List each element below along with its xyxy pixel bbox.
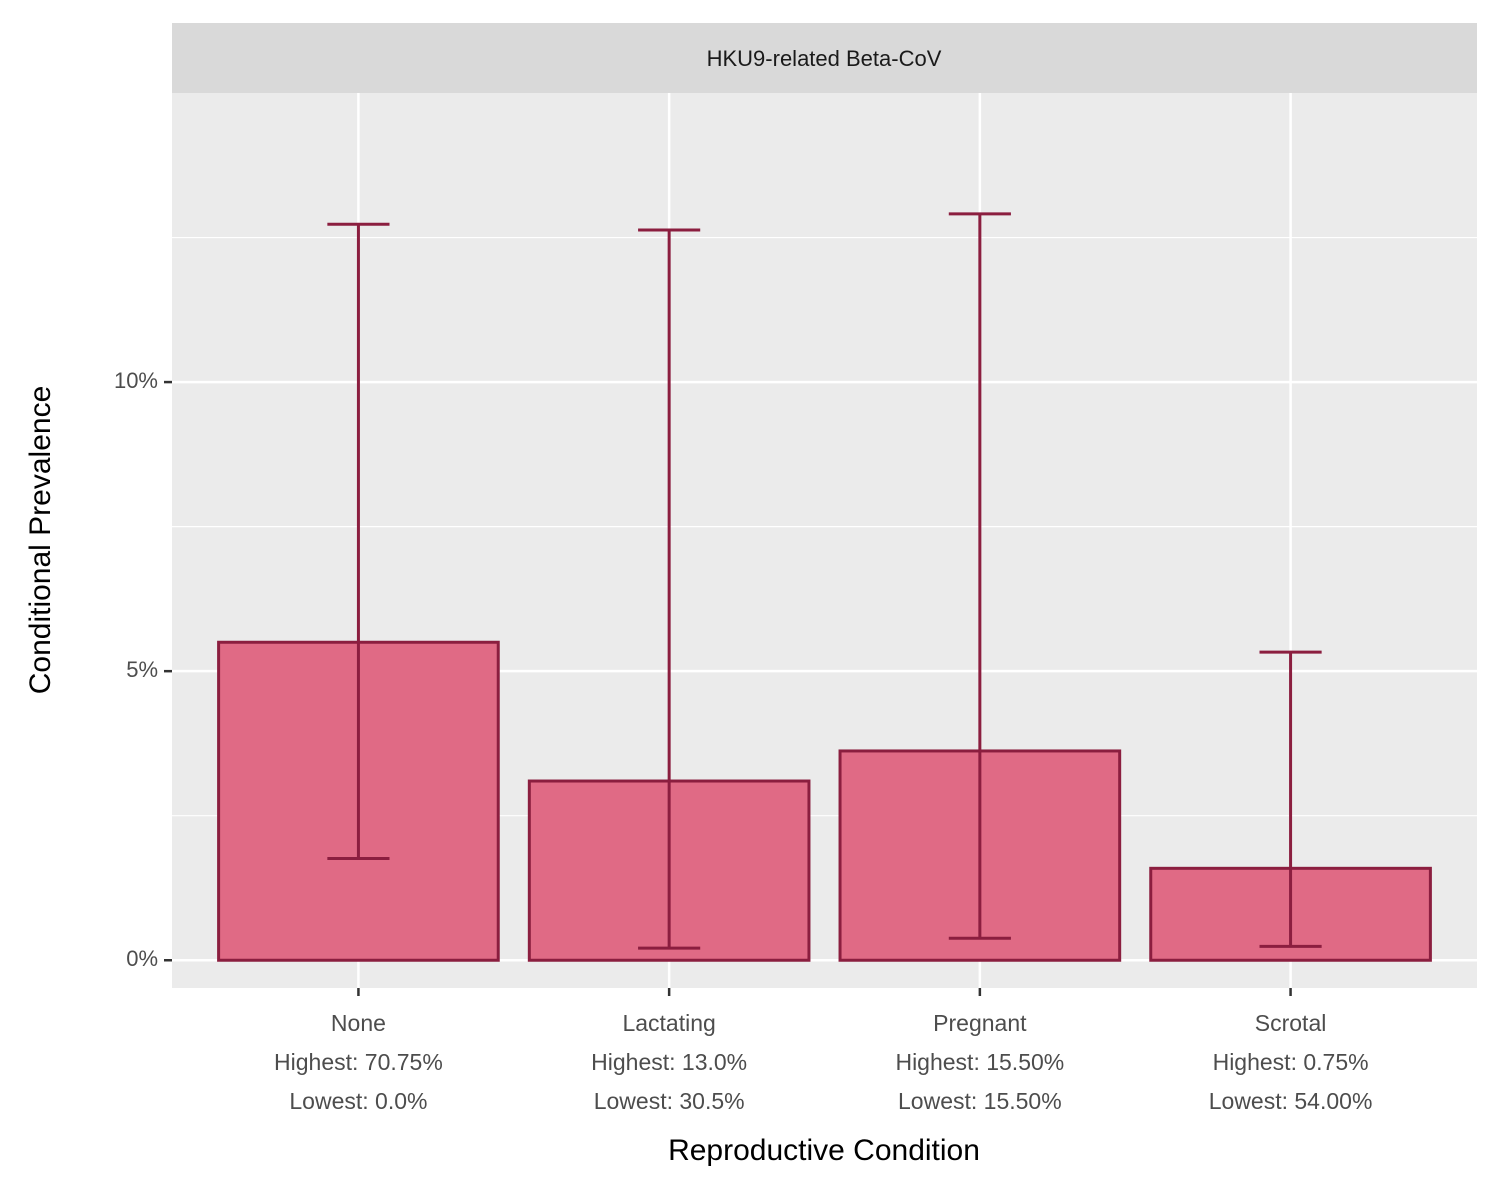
x-tick-label: Pregnant [933,1010,1027,1036]
x-tick-label: Lowest: 0.0% [289,1088,427,1114]
x-tick-label: Lactating [622,1010,715,1036]
x-tick-label: Lowest: 54.00% [1209,1088,1373,1114]
x-tick-label: Highest: 15.50% [895,1049,1064,1075]
y-tick-label: 10% [114,368,158,393]
x-tick-label: Lowest: 30.5% [594,1088,745,1114]
x-tick-label: Scrotal [1255,1010,1327,1036]
x-tick-label: Highest: 13.0% [591,1049,747,1075]
x-tick-label: Highest: 0.75% [1213,1049,1369,1075]
error-bar [1259,650,1322,948]
x-tick-label: Lowest: 15.50% [898,1088,1062,1114]
x-tick-label: None [331,1010,386,1036]
y-tick-label: 5% [126,657,158,682]
y-axis-title: Conditional Prevalence [24,386,57,695]
x-axis-title: Reproductive Condition [668,1134,980,1167]
y-tick-label: 0% [126,946,158,971]
error-bar [948,212,1011,940]
x-tick-label: Highest: 70.75% [274,1049,443,1075]
error-bar [638,228,701,950]
facet-strip [172,23,1477,93]
facet-title: HKU9-related Beta-CoV [707,46,942,71]
error-bar [327,222,390,860]
